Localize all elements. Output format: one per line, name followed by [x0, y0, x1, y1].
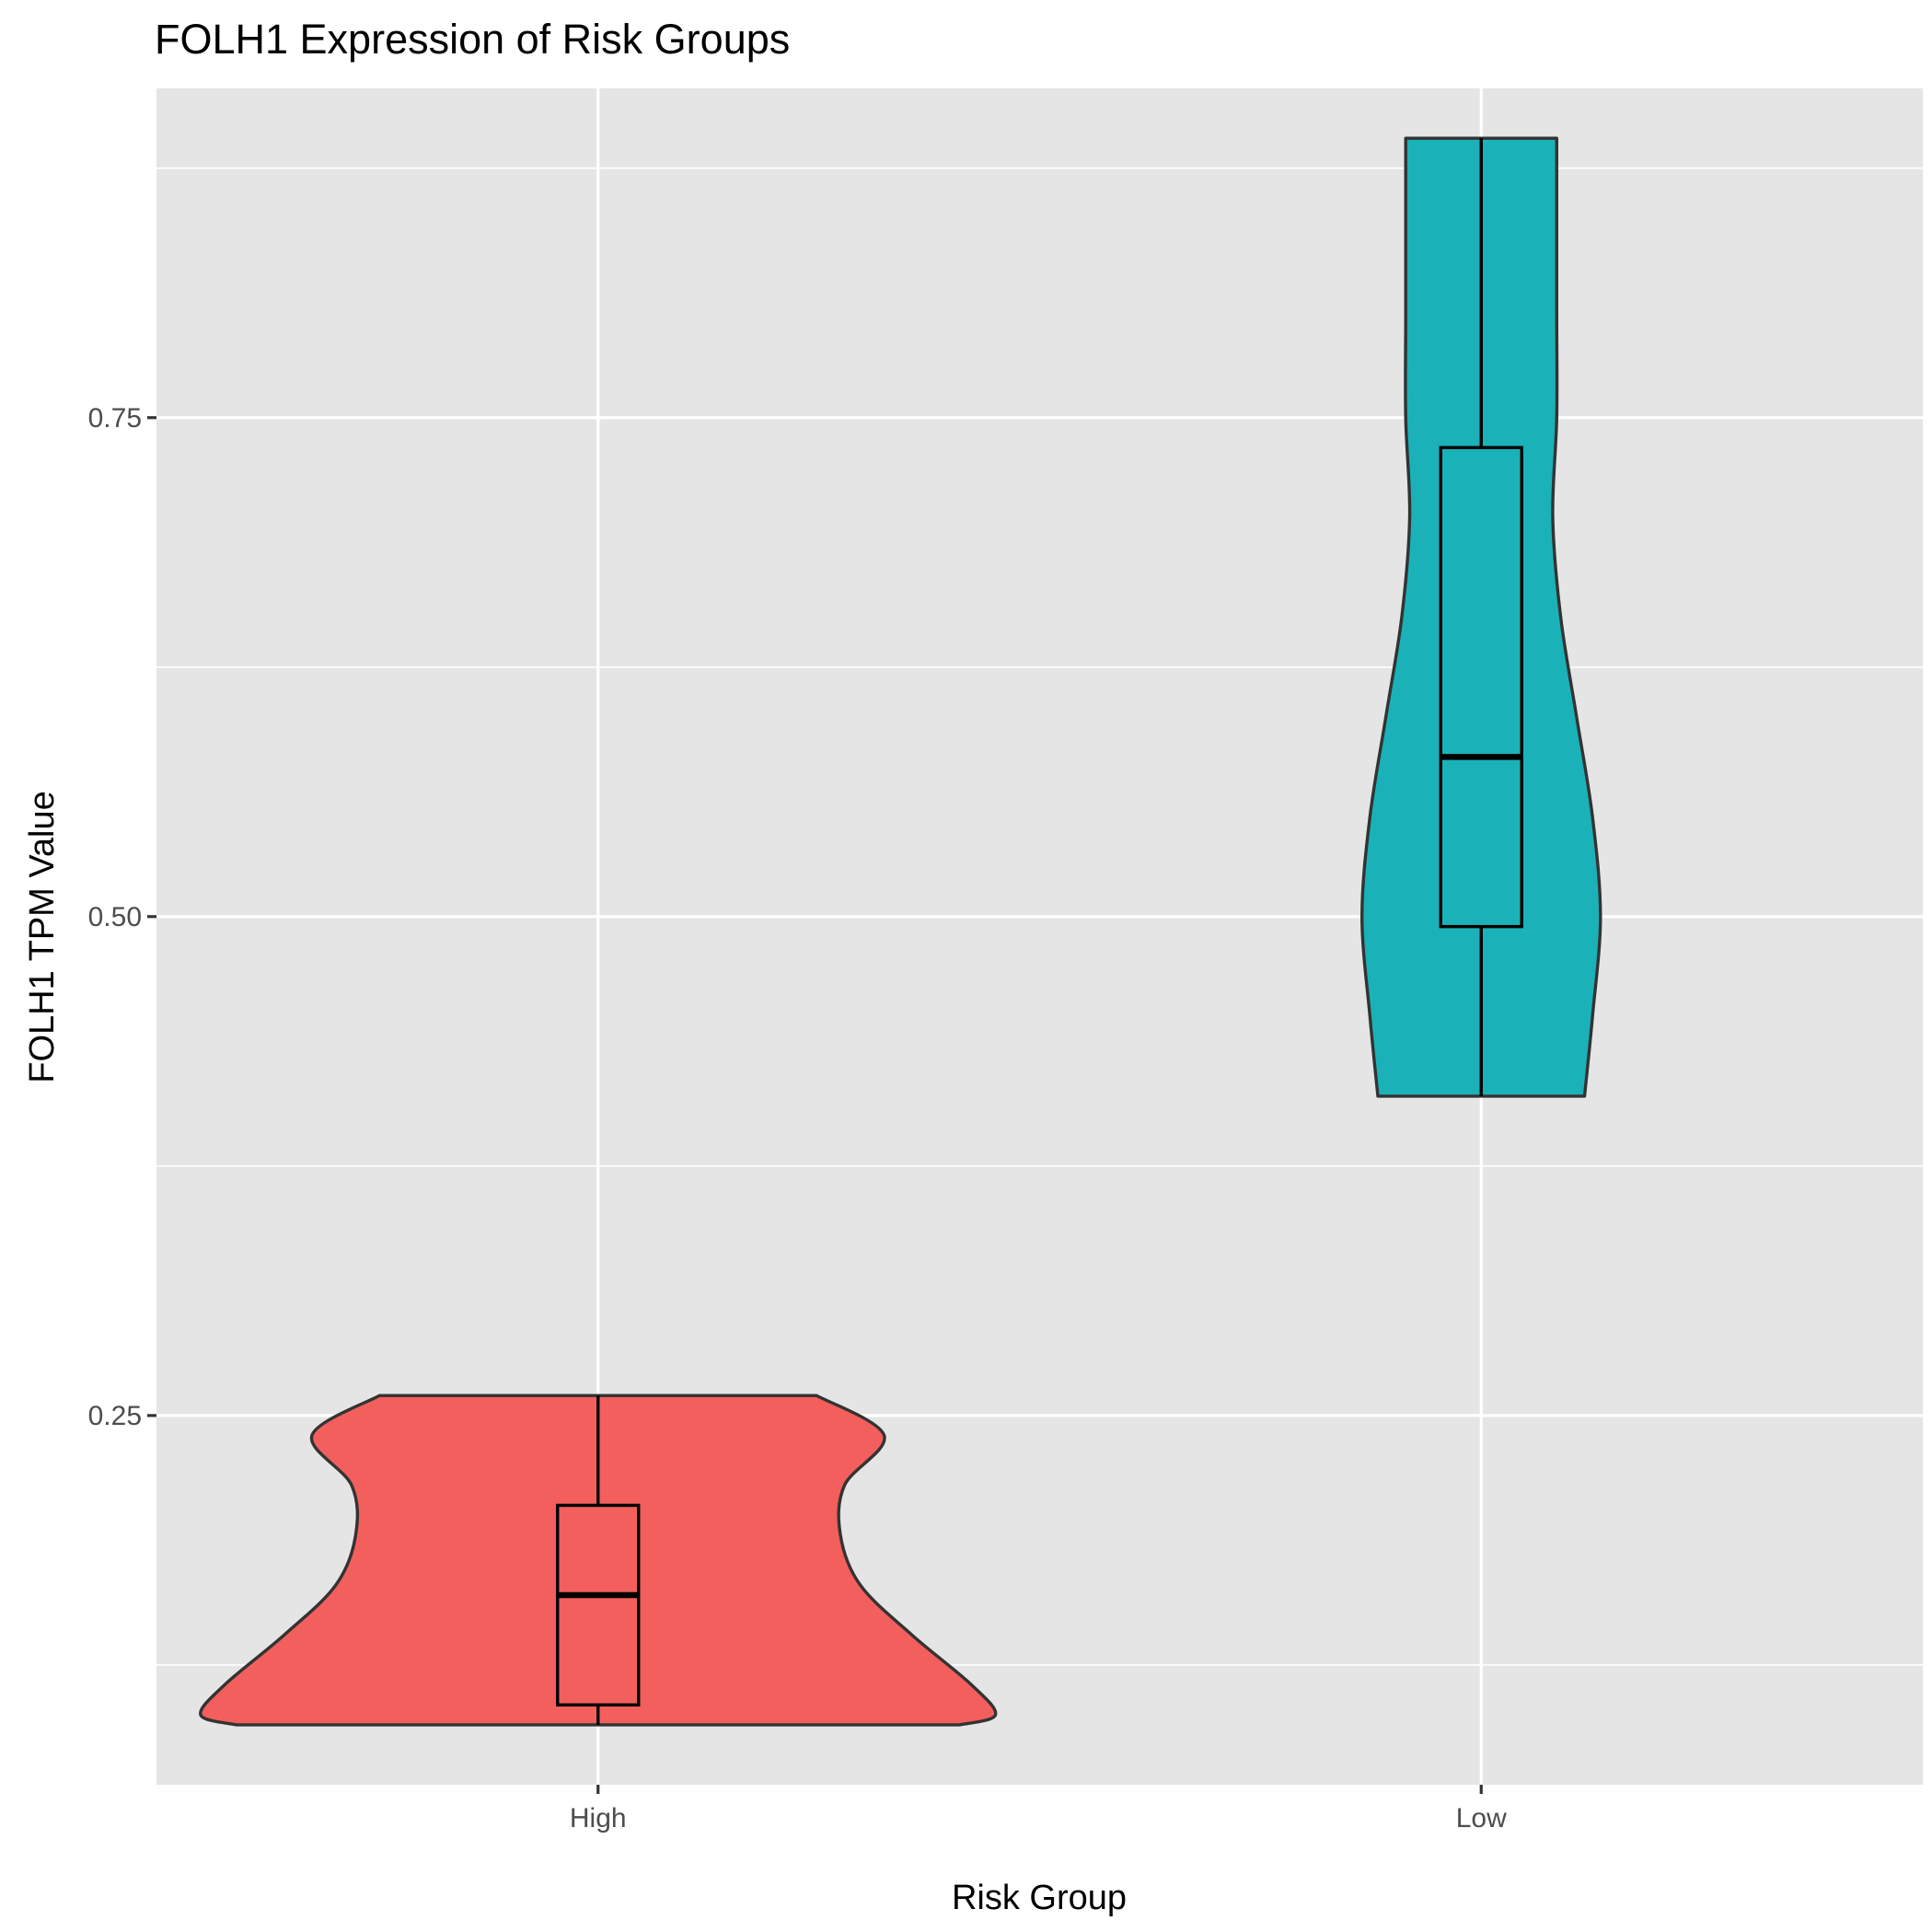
- box-low: [1439, 445, 1523, 929]
- axes: 0.25 0.50 0.75 High Low: [88, 403, 1507, 1834]
- y-axis-title: FOLH1 TPM Value: [23, 791, 62, 1083]
- boxplots: [556, 138, 1523, 1725]
- x-axis-title: Risk Group: [952, 1879, 1127, 1917]
- y-tick-label: 0.25: [88, 1401, 142, 1431]
- x-tick-label: Low: [1456, 1803, 1507, 1834]
- box-high: [556, 1503, 641, 1706]
- chart-title: FOLH1 Expression of Risk Groups: [155, 16, 790, 63]
- x-tick-label: High: [570, 1803, 627, 1834]
- y-tick-label: 0.75: [88, 403, 142, 434]
- y-tick-label: 0.50: [88, 902, 142, 932]
